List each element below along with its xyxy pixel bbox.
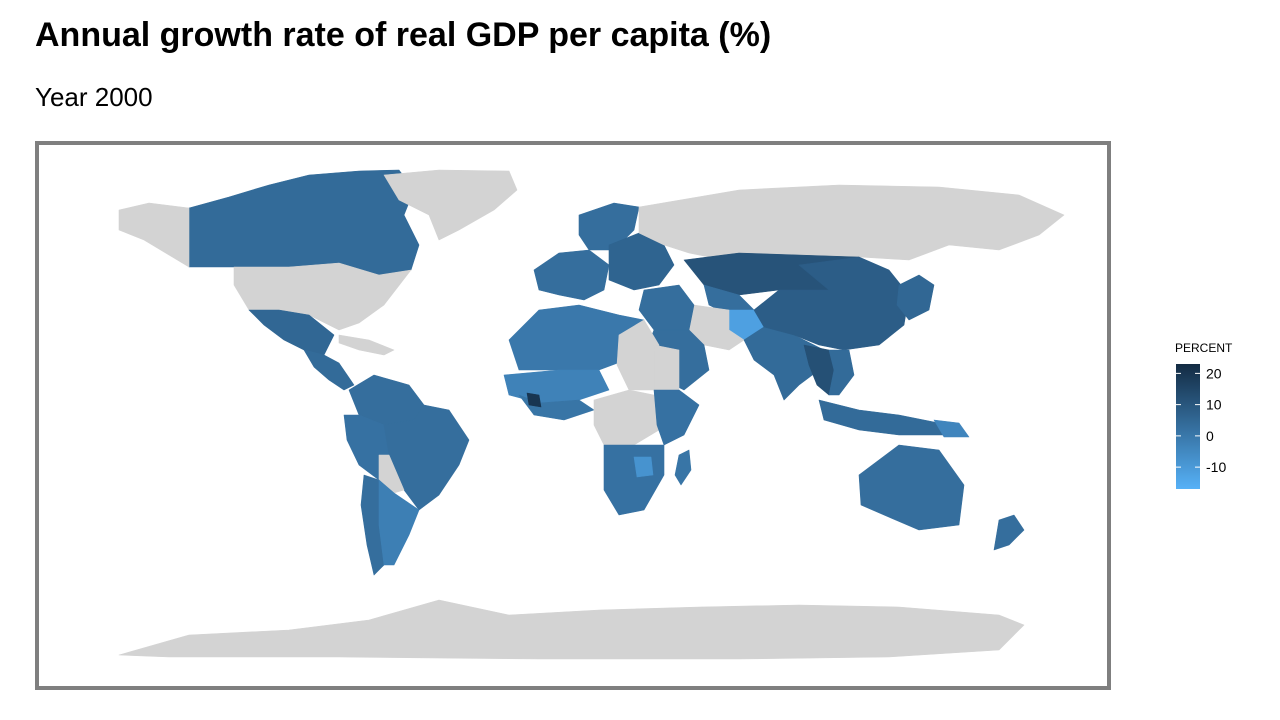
chart-title: Annual growth rate of real GDP per capit…: [35, 16, 772, 54]
map-region-new-zealand: [993, 514, 1025, 551]
map-region-central-africa: [593, 389, 660, 446]
map-region-central-america: [303, 349, 355, 391]
map-region-caribbean: [338, 334, 395, 356]
map-region-antarctica: [118, 599, 1025, 660]
map-region-argentina: [378, 479, 420, 566]
map-region-russia: [638, 184, 1065, 266]
map-region-canada: [188, 169, 420, 276]
legend-tick-label: 20: [1206, 365, 1222, 381]
map-region-indonesia: [818, 399, 945, 436]
map-region-greenland: [383, 169, 518, 241]
map-region-sudan: [653, 344, 680, 391]
map-panel: [35, 141, 1111, 690]
map-region-japan-korea: [896, 274, 935, 321]
map-region-bolivia: [378, 454, 405, 494]
map-region-east-africa: [653, 389, 700, 446]
map-region-southern-africa: [603, 444, 665, 516]
world-map: [118, 169, 1065, 660]
map-region-zimbabwe: [633, 456, 654, 478]
map-region-alaska: [118, 202, 190, 268]
map-region-liberia: [526, 392, 542, 408]
map-region-western-europe: [533, 249, 610, 301]
legend: PERCENT 20 10 0 -10: [1174, 340, 1264, 500]
map-region-china: [753, 256, 910, 351]
map-region-sahel: [503, 369, 610, 404]
map-region-southeast-asia: [828, 349, 855, 396]
map-region-australia: [858, 444, 965, 531]
map-region-madagascar: [674, 449, 692, 486]
legend-tick-label: 0: [1206, 428, 1214, 444]
legend-tick-label: -10: [1206, 459, 1226, 475]
legend-title: PERCENT: [1175, 341, 1233, 355]
chart-subtitle: Year 2000: [35, 82, 153, 112]
legend-tick-label: 10: [1206, 397, 1222, 413]
map-region-papua-new-guinea: [933, 419, 970, 438]
legend-colorbar: 20 10 0 -10: [1176, 364, 1226, 489]
legend-gradient-bar: [1176, 364, 1200, 489]
